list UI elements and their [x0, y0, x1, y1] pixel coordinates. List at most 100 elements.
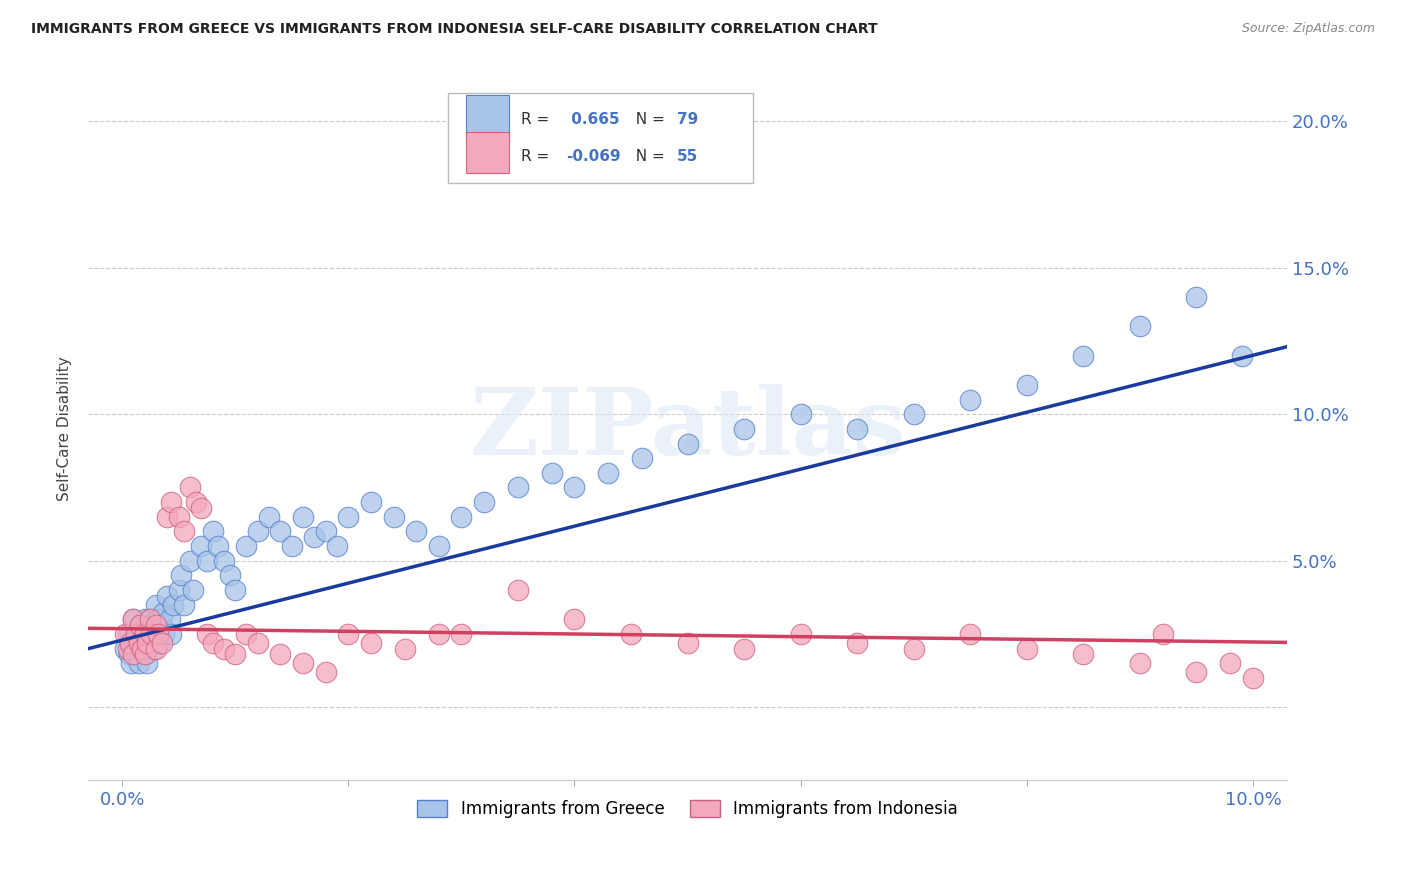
Point [145, 618, 167, 632]
Point [127, 635, 149, 649]
Point [124, 627, 146, 641]
Point [405, 524, 427, 539]
Point [134, 627, 156, 641]
Point [129, 618, 152, 632]
Text: R =: R = [520, 112, 554, 128]
Point [959, 392, 981, 407]
Point [224, 582, 246, 597]
Point [676, 436, 699, 450]
Point [676, 635, 699, 649]
Point [114, 641, 136, 656]
Point [145, 598, 167, 612]
FancyBboxPatch shape [465, 95, 509, 136]
Point [173, 598, 195, 612]
Point [903, 407, 925, 421]
Point [207, 539, 229, 553]
Point [190, 500, 212, 515]
Text: 79: 79 [676, 112, 697, 128]
Point [1241, 671, 1264, 685]
Point [246, 524, 269, 539]
Point [129, 618, 152, 632]
Point [145, 641, 167, 656]
Point [136, 627, 159, 641]
Point [190, 539, 212, 553]
Point [1015, 641, 1038, 656]
Point [212, 554, 235, 568]
Point [450, 627, 472, 641]
Point [212, 641, 235, 656]
Point [159, 627, 181, 641]
Point [159, 495, 181, 509]
Point [394, 641, 416, 656]
Text: 55: 55 [676, 149, 697, 163]
Point [337, 627, 360, 641]
Point [118, 648, 141, 662]
Point [564, 612, 586, 626]
Point [131, 641, 153, 656]
Point [246, 635, 269, 649]
Point [195, 554, 218, 568]
Point [201, 524, 224, 539]
Point [136, 656, 159, 670]
Point [224, 648, 246, 662]
Point [179, 480, 201, 494]
Point [145, 627, 167, 641]
Point [120, 656, 142, 670]
Point [148, 627, 170, 641]
Point [134, 635, 156, 649]
Point [183, 582, 205, 597]
Point [218, 568, 240, 582]
Point [506, 480, 529, 494]
Point [315, 524, 337, 539]
Text: R =: R = [520, 149, 554, 163]
Point [789, 407, 811, 421]
Point [148, 612, 170, 626]
Point [450, 509, 472, 524]
Y-axis label: Self-Care Disability: Self-Care Disability [58, 357, 72, 501]
Point [472, 495, 495, 509]
Point [142, 627, 165, 641]
Point [122, 648, 145, 662]
Point [269, 648, 291, 662]
Point [128, 635, 150, 649]
Point [360, 495, 382, 509]
Point [195, 627, 218, 641]
Point [789, 627, 811, 641]
Point [134, 648, 156, 662]
Text: N =: N = [627, 149, 671, 163]
Point [427, 627, 450, 641]
Point [141, 618, 163, 632]
Point [959, 627, 981, 641]
Point [156, 509, 179, 524]
Point [167, 509, 190, 524]
Point [564, 480, 586, 494]
Point [184, 495, 207, 509]
Text: N =: N = [627, 112, 671, 128]
Text: -0.069: -0.069 [567, 149, 621, 163]
Point [235, 627, 257, 641]
Point [427, 539, 450, 553]
Point [131, 627, 153, 641]
Point [117, 627, 139, 641]
Point [733, 641, 755, 656]
Point [139, 635, 162, 649]
Point [631, 451, 654, 466]
Point [135, 648, 157, 662]
Point [269, 524, 291, 539]
Point [1129, 319, 1152, 334]
Text: 0.665: 0.665 [567, 112, 620, 128]
Point [846, 635, 869, 649]
Point [1152, 627, 1174, 641]
Point [122, 612, 145, 626]
Point [114, 627, 136, 641]
Point [159, 612, 181, 626]
Point [201, 635, 224, 649]
Point [1185, 665, 1208, 679]
Point [142, 641, 165, 656]
Text: Source: ZipAtlas.com: Source: ZipAtlas.com [1241, 22, 1375, 36]
Point [598, 466, 620, 480]
Point [326, 539, 349, 553]
Point [337, 509, 360, 524]
Point [1015, 378, 1038, 392]
Point [292, 656, 315, 670]
